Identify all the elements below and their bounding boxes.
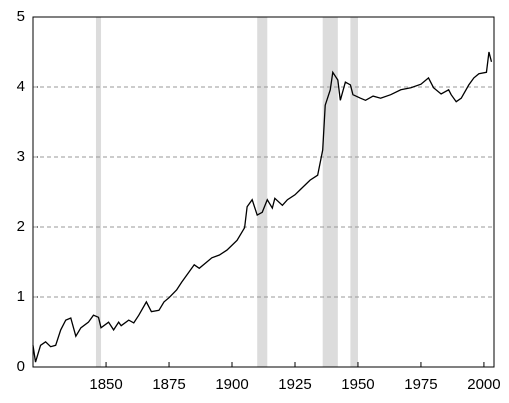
- x-tick-label: 1850: [89, 376, 122, 393]
- y-tick-label: 1: [17, 288, 25, 305]
- x-tick-label: 1900: [215, 376, 248, 393]
- x-tick-label: 1925: [278, 376, 311, 393]
- shaded-period: [95, 17, 102, 367]
- y-tick-label: 5: [17, 8, 25, 25]
- shaded-period: [350, 17, 358, 367]
- y-tick-label: 4: [17, 78, 25, 95]
- line-series: [32, 51, 493, 363]
- plot-frame: [32, 16, 495, 368]
- x-tick-label: 1875: [152, 376, 185, 393]
- x-tick-label: 1950: [341, 376, 374, 393]
- y-tick-label: 2: [17, 218, 25, 235]
- x-tick-label: 1975: [404, 376, 437, 393]
- shaded-period: [257, 17, 268, 367]
- y-tick-label: 3: [17, 148, 25, 165]
- x-tick-label: 2000: [467, 376, 500, 393]
- shaded-period: [322, 17, 338, 367]
- y-tick-label: 0: [17, 358, 25, 375]
